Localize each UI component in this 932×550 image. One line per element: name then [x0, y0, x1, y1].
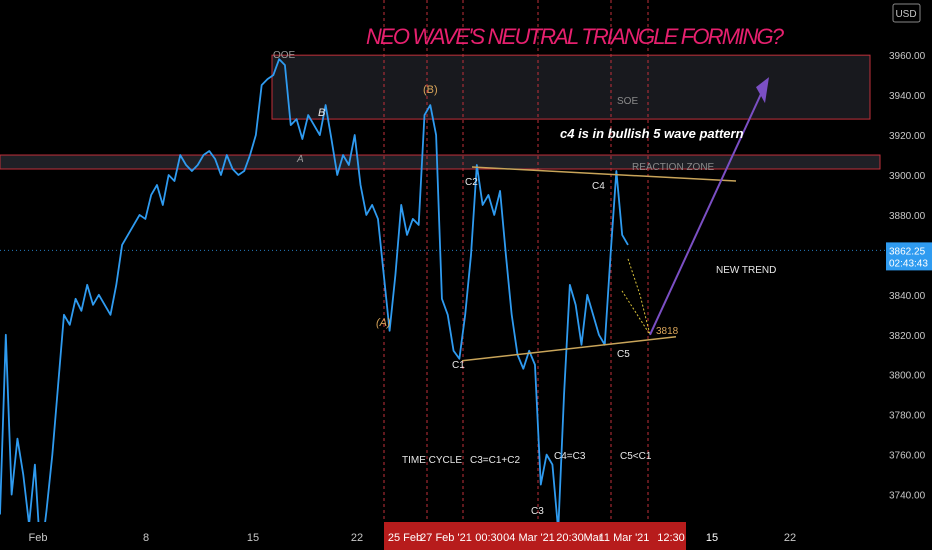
- annotation-c5: C5: [617, 349, 630, 360]
- annotation-b: B: [318, 107, 325, 119]
- x-tick-label: 8: [143, 532, 149, 544]
- x-tick-label: 15: [706, 532, 718, 544]
- projection-dotted: [627, 258, 651, 335]
- y-tick-label: 3960.00: [889, 51, 926, 62]
- chart-title: NEO WAVE'S NEUTRAL TRIANGLE FORMING?: [366, 24, 785, 49]
- new-trend-arrowhead: [756, 77, 769, 104]
- annotation-a-paren: (A): [376, 317, 391, 329]
- x-tick-label: 22: [784, 532, 796, 544]
- annotation-c4: C4: [592, 181, 605, 192]
- x-axis-highlight: [384, 522, 686, 550]
- reaction-zone: [0, 154, 881, 170]
- price-badge: [886, 242, 932, 271]
- x-tick-label: 04 Mar '21: [503, 532, 555, 544]
- x-tick-label: 00:30: [475, 532, 503, 544]
- y-tick-label: 3920.00: [889, 131, 926, 142]
- annotation-soe: SOE: [617, 96, 638, 107]
- annotation-c3-eq: C3=C1+C2: [470, 455, 520, 466]
- annotation-c2: C2: [465, 177, 478, 188]
- price-badge-value: 3862.25: [889, 246, 926, 257]
- y-tick-label: 3900.00: [889, 171, 926, 182]
- annotation-c4-eq: C4=C3: [554, 451, 586, 462]
- lower-trendline: [461, 336, 677, 362]
- y-axis-panel: [886, 0, 932, 550]
- y-tick-label: 3940.00: [889, 91, 926, 102]
- x-tick-label: 15: [247, 532, 259, 544]
- x-tick-label: Mar: [584, 532, 603, 544]
- x-tick-label: 20:30: [556, 532, 584, 544]
- annotation-c5-lt: C5<C1: [620, 451, 652, 462]
- new-trend-arrow: [649, 82, 767, 336]
- annotation-level-3818: 3818: [656, 326, 679, 337]
- y-tick-label: 3740.00: [889, 491, 926, 502]
- y-tick-label: 3840.00: [889, 291, 926, 302]
- annotation-new-trend: NEW TREND: [716, 265, 776, 276]
- y-tick-label: 3800.00: [889, 371, 926, 382]
- ooe-zone: [271, 54, 871, 120]
- annotation-c3: C3: [531, 506, 544, 517]
- annotation-c1: C1: [452, 360, 465, 371]
- x-tick-label: 22: [351, 532, 363, 544]
- annotation-ooe: OOE: [273, 50, 296, 61]
- annotation-reaction-zone: REACTION ZONE: [632, 162, 715, 173]
- price-series-line[interactable]: [0, 58, 629, 550]
- x-tick-label: 25 Feb: [388, 532, 422, 544]
- x-tick-label: 11 Mar '21: [599, 532, 650, 544]
- annotation-c4-note: c4 is in bullish 5 wave pattern: [560, 126, 744, 141]
- currency-box[interactable]: [892, 3, 921, 23]
- x-tick-label: 27 Feb '21: [420, 532, 472, 544]
- x-tick-label: 12:30: [657, 532, 685, 544]
- y-tick-label: 3780.00: [889, 411, 926, 422]
- upper-trendline: [471, 166, 737, 182]
- price-badge-countdown: 02:43:43: [889, 258, 928, 269]
- currency-label: USD: [895, 9, 916, 20]
- y-tick-label: 3760.00: [889, 451, 926, 462]
- projection-dotted-2: [621, 290, 651, 336]
- y-tick-label: 3880.00: [889, 211, 926, 222]
- annotation-b-upper: (B): [423, 84, 438, 96]
- y-tick-label: 3820.00: [889, 331, 926, 342]
- annotation-time-cycle: TIME CYCLE: [402, 455, 462, 466]
- annotation-a: A: [296, 154, 304, 165]
- x-tick-label: Feb: [29, 532, 48, 544]
